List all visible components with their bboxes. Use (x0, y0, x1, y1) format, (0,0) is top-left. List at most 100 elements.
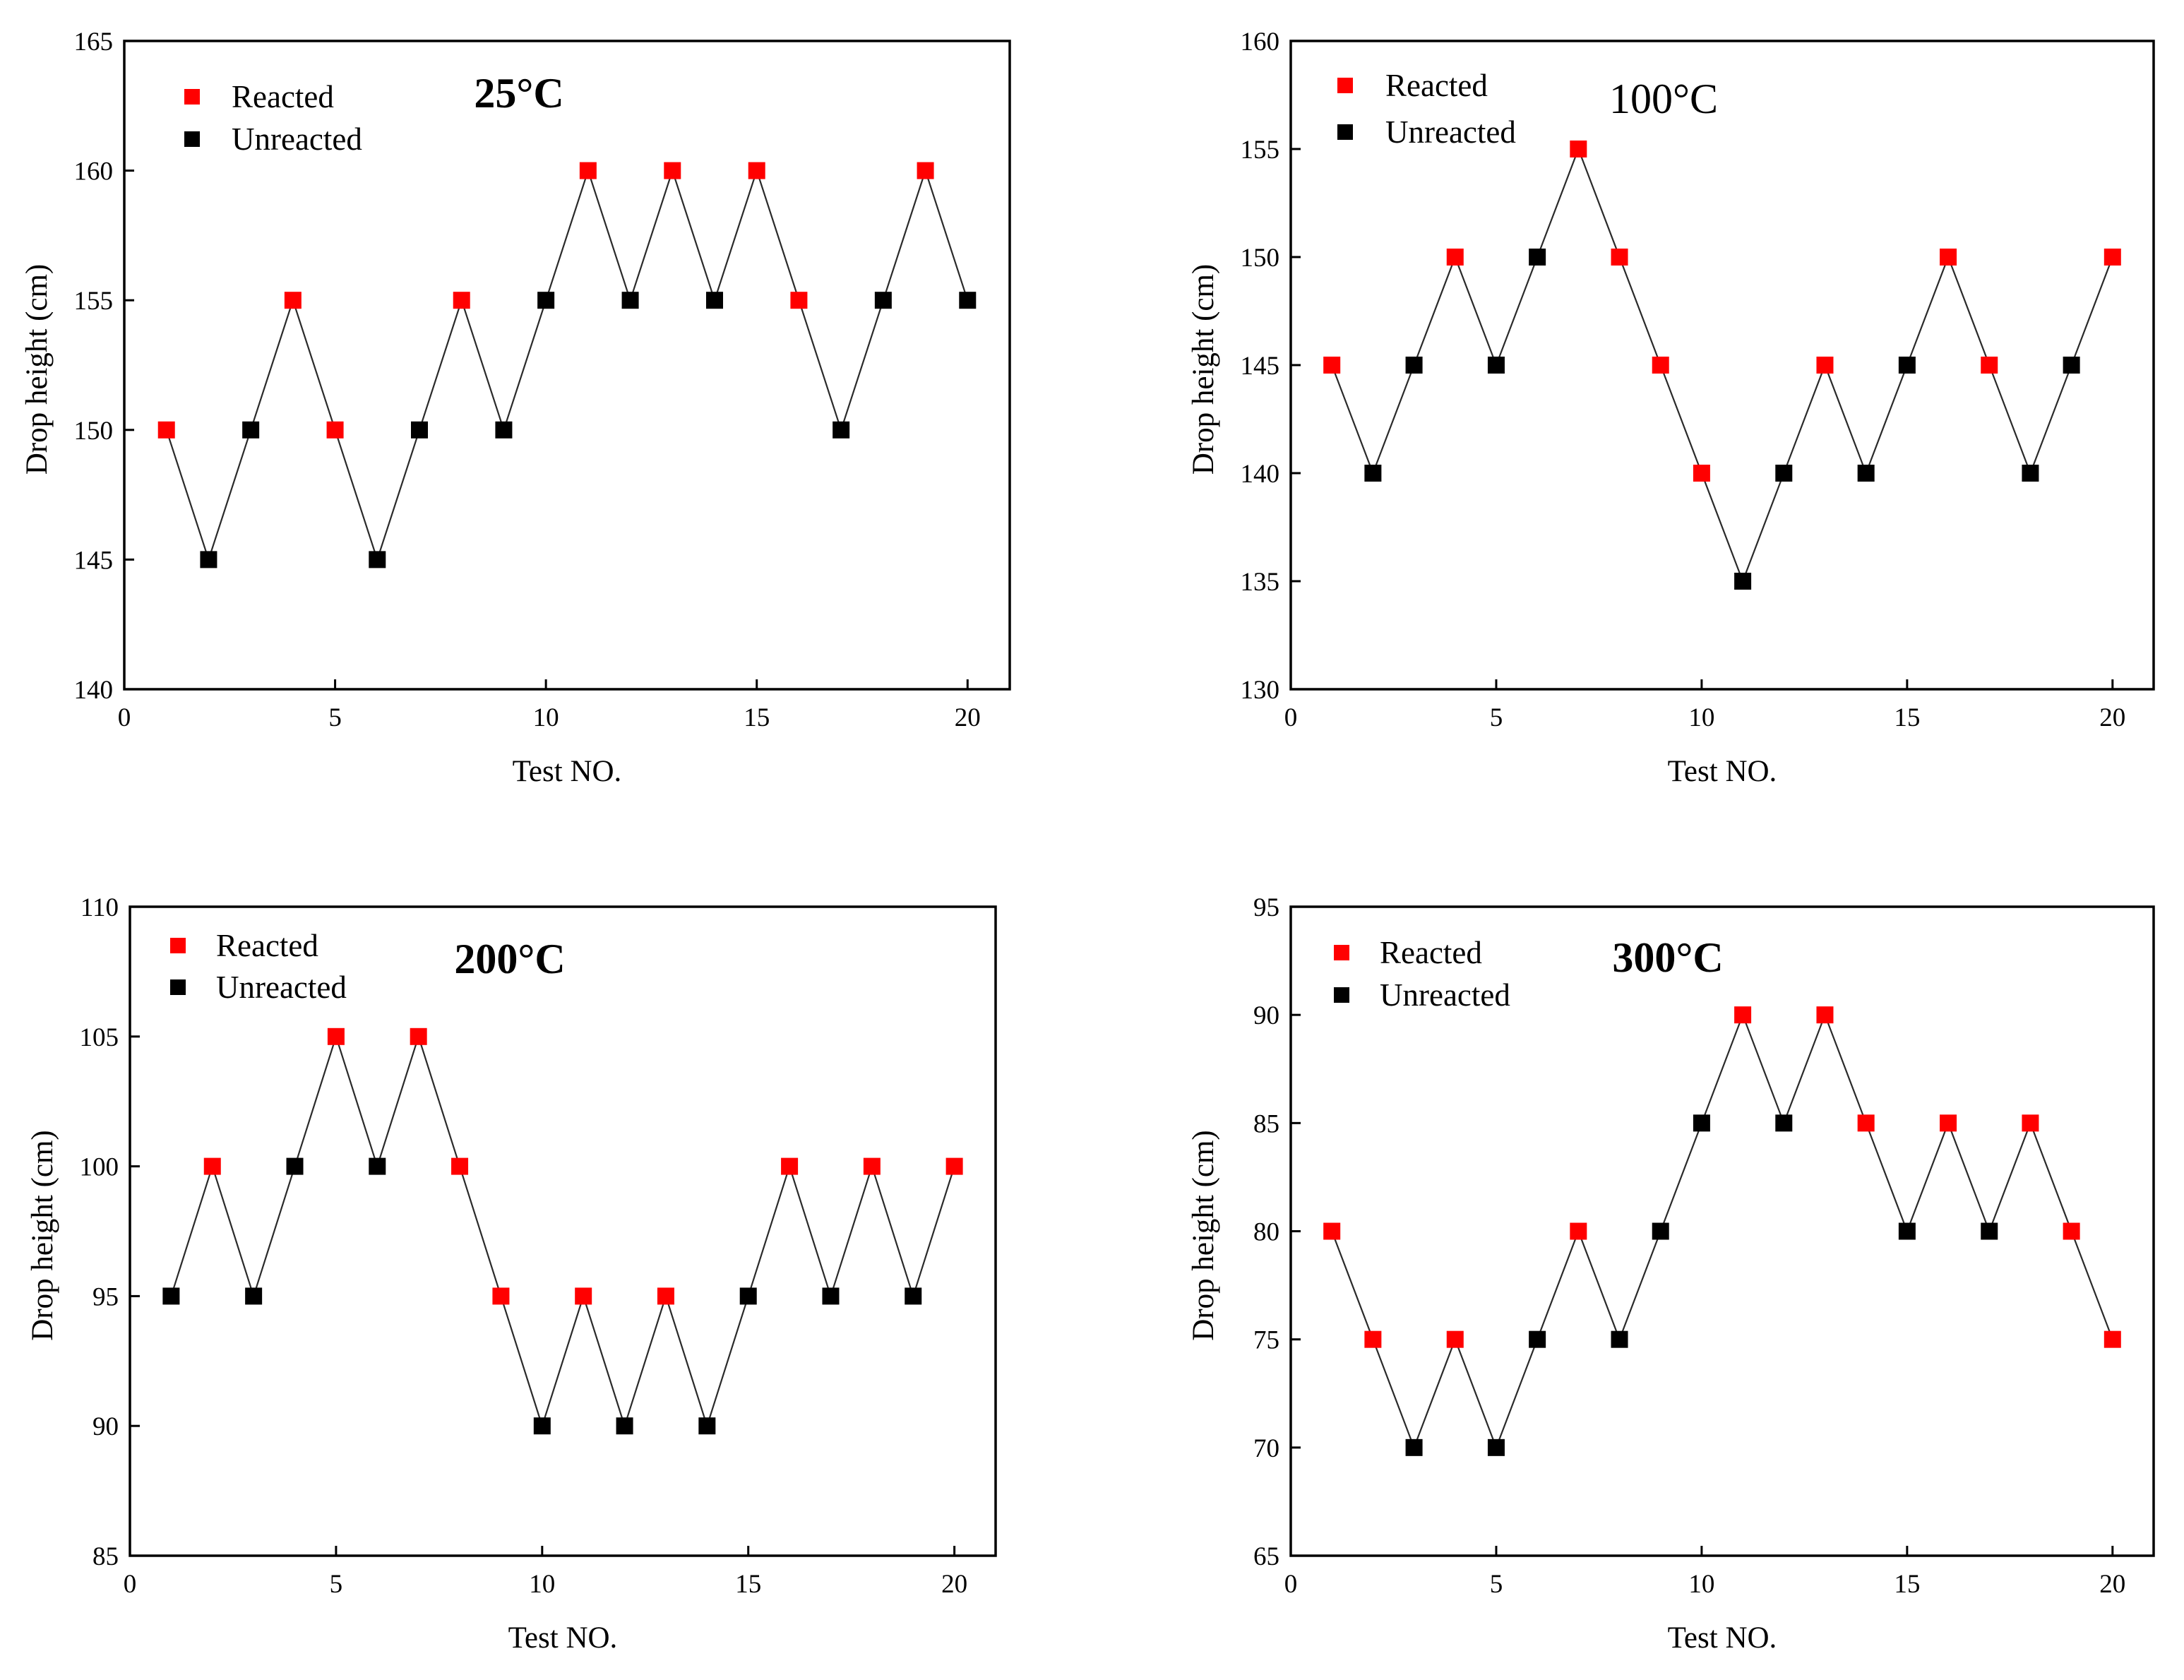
legend-marker-reacted (1337, 78, 1353, 93)
point-reacted (1816, 357, 1834, 374)
point-unreacted (1405, 357, 1423, 374)
point-reacted (664, 162, 681, 179)
x-tick-label: 5 (1490, 1570, 1503, 1599)
point-unreacted (537, 292, 555, 309)
x-tick-label: 20 (2099, 1570, 2125, 1599)
point-unreacted (2063, 357, 2080, 374)
point-reacted (410, 1027, 427, 1045)
legend-marker-reacted (170, 938, 186, 953)
point-reacted (781, 1157, 799, 1175)
x-tick-label: 10 (1688, 1570, 1714, 1599)
point-reacted (1570, 141, 1587, 157)
legend-marker-reacted (184, 89, 200, 105)
y-tick-label: 155 (74, 287, 114, 316)
x-tick-label: 0 (1284, 1570, 1298, 1599)
x-tick-label: 15 (1894, 703, 1920, 732)
point-reacted (451, 1157, 469, 1175)
point-reacted (203, 1157, 221, 1175)
x-tick-label: 5 (328, 703, 342, 732)
y-tick-label: 105 (80, 1023, 119, 1052)
y-tick-label: 145 (1241, 352, 1280, 381)
point-unreacted (1734, 573, 1752, 590)
point-reacted (2063, 1222, 2080, 1240)
x-tick-label: 20 (955, 703, 981, 732)
x-tick-label: 0 (1284, 703, 1298, 732)
y-axis-label: Drop height (cm) (1187, 1130, 1220, 1341)
point-reacted (326, 421, 344, 439)
point-unreacted (621, 292, 639, 309)
y-tick-label: 140 (1241, 460, 1280, 489)
panel-title: 200°C (454, 936, 565, 982)
point-reacted (1570, 1222, 1587, 1240)
point-unreacted (1981, 1222, 1998, 1240)
plot-frame (129, 905, 997, 1557)
point-unreacted (1693, 1114, 1710, 1132)
point-unreacted (1898, 1222, 1916, 1240)
x-tick-label: 15 (735, 1570, 761, 1599)
point-reacted (1446, 249, 1464, 266)
point-unreacted (1529, 1330, 1546, 1348)
y-tick-label: 145 (74, 546, 114, 575)
panel-title: 300°C (1612, 934, 1723, 981)
point-unreacted (905, 1287, 922, 1305)
legend-marker-unreacted (1337, 124, 1353, 140)
point-reacted (1734, 1006, 1752, 1024)
y-tick-label: 65 (1253, 1542, 1279, 1571)
legend-label-reacted: Reacted (232, 79, 334, 114)
legend-label-reacted: Reacted (1385, 68, 1488, 103)
y-tick-label: 150 (74, 417, 114, 446)
point-reacted (579, 162, 597, 179)
point-reacted (327, 1027, 345, 1045)
point-unreacted (1898, 357, 1916, 374)
point-reacted (945, 1157, 963, 1175)
point-reacted (1981, 357, 1998, 374)
x-tick-label: 10 (533, 703, 559, 732)
x-tick-label: 10 (1688, 703, 1714, 732)
point-reacted (1446, 1330, 1464, 1348)
y-tick-label: 130 (1241, 676, 1280, 705)
legend-marker-unreacted (184, 131, 200, 147)
point-reacted (1323, 1222, 1341, 1240)
point-unreacted (200, 551, 217, 568)
point-reacted (157, 421, 175, 439)
point-unreacted (616, 1417, 633, 1435)
point-unreacted (706, 292, 723, 309)
y-tick-label: 80 (1253, 1218, 1279, 1247)
legend-marker-unreacted (170, 979, 186, 995)
panel-title: 25°C (474, 70, 563, 117)
point-reacted (575, 1287, 592, 1305)
y-axis-label: Drop height (cm) (1187, 264, 1220, 475)
y-axis-label: Drop height (cm) (26, 1130, 59, 1341)
legend-label-reacted: Reacted (216, 928, 318, 963)
panel-title: 100°C (1609, 76, 1718, 122)
y-tick-label: 95 (93, 1282, 119, 1311)
x-axis-label: Test NO. (508, 1621, 618, 1655)
y-tick-label: 165 (74, 28, 114, 56)
point-unreacted (242, 421, 260, 439)
point-unreacted (369, 551, 386, 568)
y-tick-label: 85 (1253, 1109, 1279, 1138)
x-axis-label: Test NO. (513, 755, 622, 788)
point-unreacted (1487, 357, 1505, 374)
x-tick-label: 5 (330, 1570, 343, 1599)
point-unreacted (822, 1287, 840, 1305)
chart-panel-4: 0 5 10 15 20 65 70 75 80 85 90 95 Test NO. Drop heigh… (1187, 893, 2155, 1655)
point-unreacted (2022, 465, 2039, 482)
point-unreacted (1775, 1114, 1793, 1132)
y-tick-label: 75 (1253, 1326, 1279, 1355)
x-axis-label: Test NO. (1668, 755, 1777, 788)
y-tick-label: 140 (74, 676, 114, 705)
x-axis-label: Test NO. (1668, 1621, 1777, 1655)
point-unreacted (495, 421, 513, 439)
point-unreacted (959, 292, 977, 309)
point-reacted (453, 292, 470, 309)
point-unreacted (369, 1157, 386, 1175)
chart-panel-1: 0 5 10 15 20 140 145 150 155 160 165 Test NO. Drop h… (20, 28, 1011, 788)
y-tick-label: 160 (1241, 28, 1280, 56)
point-unreacted (1364, 465, 1382, 482)
chart-panel-2: 0 5 10 15 20 130 135 140 145 150 155 160 Test NO. Dro… (1187, 28, 2155, 788)
x-tick-label: 10 (529, 1570, 555, 1599)
x-tick-label: 15 (1894, 1570, 1920, 1599)
series-line (1331, 1013, 2113, 1450)
point-reacted (863, 1157, 881, 1175)
